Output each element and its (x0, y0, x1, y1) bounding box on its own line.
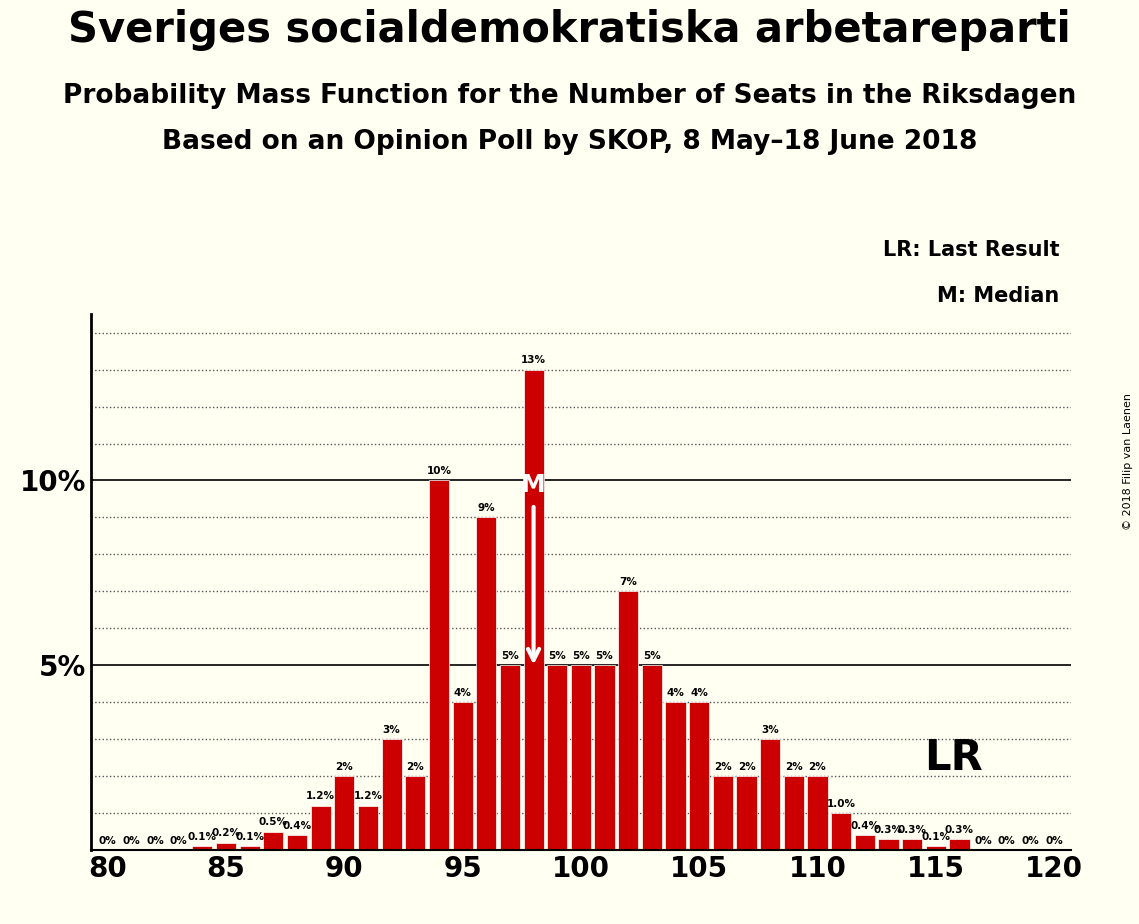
Bar (950, 839, 969, 850)
Bar (926, 846, 945, 850)
Bar (878, 839, 899, 850)
Bar (405, 776, 425, 850)
Bar (854, 835, 875, 850)
Text: 4%: 4% (453, 687, 472, 698)
Text: 13%: 13% (521, 355, 546, 365)
Text: 2%: 2% (335, 761, 353, 772)
Text: Sveriges socialdemokratiska arbetareparti: Sveriges socialdemokratiska arbetarepart… (68, 9, 1071, 51)
Bar (760, 739, 780, 850)
Bar (311, 806, 330, 850)
Text: 1.2%: 1.2% (306, 791, 335, 801)
Bar (382, 739, 402, 850)
Bar (452, 702, 473, 850)
Text: 5%: 5% (548, 650, 566, 661)
Text: 2%: 2% (809, 761, 827, 772)
Bar (476, 517, 497, 850)
Text: M: M (522, 473, 546, 497)
Text: 2%: 2% (785, 761, 803, 772)
Text: 0.1%: 0.1% (921, 832, 950, 842)
Text: 0.4%: 0.4% (850, 821, 879, 831)
Text: 0%: 0% (1022, 835, 1039, 845)
Text: 0%: 0% (998, 835, 1016, 845)
Text: 0.3%: 0.3% (898, 824, 927, 834)
Bar (595, 665, 615, 850)
Text: 1.0%: 1.0% (827, 798, 855, 808)
Text: M: Median: M: Median (937, 286, 1059, 307)
Text: 0.4%: 0.4% (282, 821, 312, 831)
Bar (737, 776, 756, 850)
Text: 3%: 3% (383, 724, 401, 735)
Text: © 2018 Filip van Laenen: © 2018 Filip van Laenen (1123, 394, 1133, 530)
Bar (618, 591, 638, 850)
Text: 9%: 9% (477, 503, 495, 513)
Text: 5%: 5% (572, 650, 590, 661)
Text: 0.1%: 0.1% (188, 832, 216, 842)
Text: 5%: 5% (501, 650, 518, 661)
Text: Probability Mass Function for the Number of Seats in the Riksdagen: Probability Mass Function for the Number… (63, 83, 1076, 109)
Text: 0.3%: 0.3% (945, 824, 974, 834)
Text: 5%: 5% (644, 650, 661, 661)
Bar (547, 665, 567, 850)
Text: 0.2%: 0.2% (212, 828, 240, 838)
Bar (571, 665, 591, 850)
Bar (263, 832, 284, 850)
Text: 4%: 4% (690, 687, 708, 698)
Bar (429, 480, 449, 850)
Text: 0%: 0% (146, 835, 164, 845)
Text: 2%: 2% (738, 761, 755, 772)
Bar (524, 370, 543, 850)
Text: 0%: 0% (974, 835, 992, 845)
Bar (216, 843, 236, 850)
Text: 4%: 4% (666, 687, 685, 698)
Bar (358, 806, 378, 850)
Bar (334, 776, 354, 850)
Text: 0.5%: 0.5% (259, 817, 288, 827)
Bar (239, 846, 260, 850)
Bar (713, 776, 732, 850)
Text: 0%: 0% (170, 835, 188, 845)
Text: LR: Last Result: LR: Last Result (883, 240, 1059, 261)
Text: 0%: 0% (123, 835, 140, 845)
Text: 5%: 5% (596, 650, 614, 661)
Text: 2%: 2% (714, 761, 731, 772)
Text: 1.2%: 1.2% (353, 791, 383, 801)
Bar (287, 835, 308, 850)
Text: LR: LR (924, 736, 983, 779)
Text: 0.1%: 0.1% (235, 832, 264, 842)
Bar (831, 813, 851, 850)
Text: Based on an Opinion Poll by SKOP, 8 May–18 June 2018: Based on an Opinion Poll by SKOP, 8 May–… (162, 129, 977, 155)
Text: 7%: 7% (620, 577, 637, 587)
Bar (641, 665, 662, 850)
Bar (500, 665, 521, 850)
Text: 10%: 10% (426, 466, 451, 476)
Bar (784, 776, 804, 850)
Text: 2%: 2% (407, 761, 424, 772)
Bar (902, 839, 923, 850)
Text: 0%: 0% (1046, 835, 1063, 845)
Text: 0.3%: 0.3% (874, 824, 903, 834)
Text: 3%: 3% (761, 724, 779, 735)
Bar (808, 776, 828, 850)
Text: 0%: 0% (99, 835, 116, 845)
Bar (192, 846, 212, 850)
Bar (665, 702, 686, 850)
Bar (689, 702, 710, 850)
